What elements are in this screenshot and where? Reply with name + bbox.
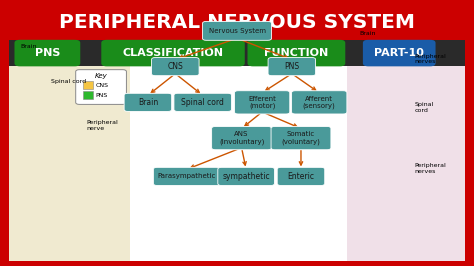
- Text: Peripheral
nerve: Peripheral nerve: [86, 120, 118, 131]
- Text: PNS: PNS: [35, 48, 60, 58]
- Text: Enteric: Enteric: [287, 172, 314, 181]
- FancyBboxPatch shape: [235, 91, 290, 114]
- Text: CLASSIFICATION: CLASSIFICATION: [122, 48, 224, 58]
- Text: Spinal cord: Spinal cord: [181, 98, 224, 107]
- FancyBboxPatch shape: [218, 167, 274, 185]
- Text: PNS: PNS: [95, 93, 108, 98]
- FancyBboxPatch shape: [83, 92, 93, 99]
- FancyBboxPatch shape: [268, 57, 316, 76]
- FancyBboxPatch shape: [211, 127, 272, 150]
- Text: Brain: Brain: [138, 98, 158, 107]
- FancyBboxPatch shape: [247, 40, 345, 66]
- FancyBboxPatch shape: [101, 40, 245, 66]
- FancyBboxPatch shape: [76, 70, 127, 104]
- FancyBboxPatch shape: [174, 93, 231, 111]
- Text: CNS: CNS: [167, 62, 183, 71]
- FancyBboxPatch shape: [9, 5, 465, 40]
- FancyBboxPatch shape: [9, 66, 465, 261]
- Text: Peripheral
nerves: Peripheral nerves: [414, 53, 446, 64]
- FancyBboxPatch shape: [363, 40, 436, 66]
- FancyBboxPatch shape: [202, 21, 272, 40]
- Text: Brain: Brain: [359, 31, 376, 36]
- Text: Efferent
(motor): Efferent (motor): [248, 95, 276, 109]
- Text: FUNCTION: FUNCTION: [264, 48, 328, 58]
- Text: PNS: PNS: [284, 62, 300, 71]
- Text: Somatic
(voluntary): Somatic (voluntary): [282, 131, 320, 145]
- FancyBboxPatch shape: [154, 167, 220, 185]
- Text: Nervous System: Nervous System: [209, 28, 265, 34]
- Text: Key: Key: [94, 73, 107, 78]
- Text: Parasympathetic: Parasympathetic: [157, 173, 216, 179]
- FancyBboxPatch shape: [277, 167, 325, 185]
- FancyBboxPatch shape: [83, 81, 93, 89]
- FancyBboxPatch shape: [124, 93, 172, 111]
- Text: Afferent
(sensory): Afferent (sensory): [303, 95, 336, 109]
- Text: Brain: Brain: [21, 44, 37, 49]
- FancyBboxPatch shape: [15, 40, 80, 66]
- Text: Peripheral
nerves: Peripheral nerves: [414, 163, 446, 174]
- FancyBboxPatch shape: [9, 66, 129, 261]
- Text: sympathetic: sympathetic: [222, 172, 270, 181]
- Text: Spinal cord: Spinal cord: [51, 80, 86, 84]
- Text: ANS
(Involuntary): ANS (Involuntary): [219, 131, 264, 145]
- Text: CNS: CNS: [95, 83, 109, 88]
- FancyBboxPatch shape: [152, 57, 199, 76]
- FancyBboxPatch shape: [292, 91, 347, 114]
- Text: PART-10: PART-10: [374, 48, 424, 58]
- FancyBboxPatch shape: [9, 40, 465, 66]
- FancyBboxPatch shape: [346, 66, 465, 261]
- FancyBboxPatch shape: [271, 127, 331, 150]
- Text: PERIPHERAL NERVOUS SYSTEM: PERIPHERAL NERVOUS SYSTEM: [59, 13, 415, 32]
- Text: Spinal
cord: Spinal cord: [414, 102, 434, 113]
